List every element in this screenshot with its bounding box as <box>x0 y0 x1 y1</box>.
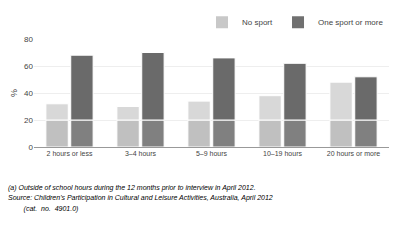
svg-text:20: 20 <box>24 116 33 125</box>
svg-text:2 hours or less: 2 hours or less <box>47 150 93 157</box>
svg-text:(cat. no. 4901.0): (cat. no. 4901.0) <box>8 205 78 213</box>
svg-text:10–19 hours: 10–19 hours <box>263 150 302 157</box>
svg-text:Source: Children's Participati: Source: Children's Participation in Cult… <box>8 194 273 202</box>
svg-text:One sport or more: One sport or more <box>318 18 383 27</box>
svg-text:80: 80 <box>24 35 33 44</box>
svg-text:%: % <box>9 89 19 97</box>
svg-text:60: 60 <box>24 62 33 71</box>
svg-text:0: 0 <box>29 143 34 152</box>
svg-text:No sport: No sport <box>242 18 273 27</box>
svg-text:(a) Outside of school hours du: (a) Outside of school hours during the 1… <box>8 184 256 192</box>
svg-text:3–4 hours: 3–4 hours <box>125 150 157 157</box>
svg-text:40: 40 <box>24 89 33 98</box>
svg-text:20 hours or more: 20 hours or more <box>327 150 380 157</box>
svg-text:5–9 hours: 5–9 hours <box>196 150 228 157</box>
